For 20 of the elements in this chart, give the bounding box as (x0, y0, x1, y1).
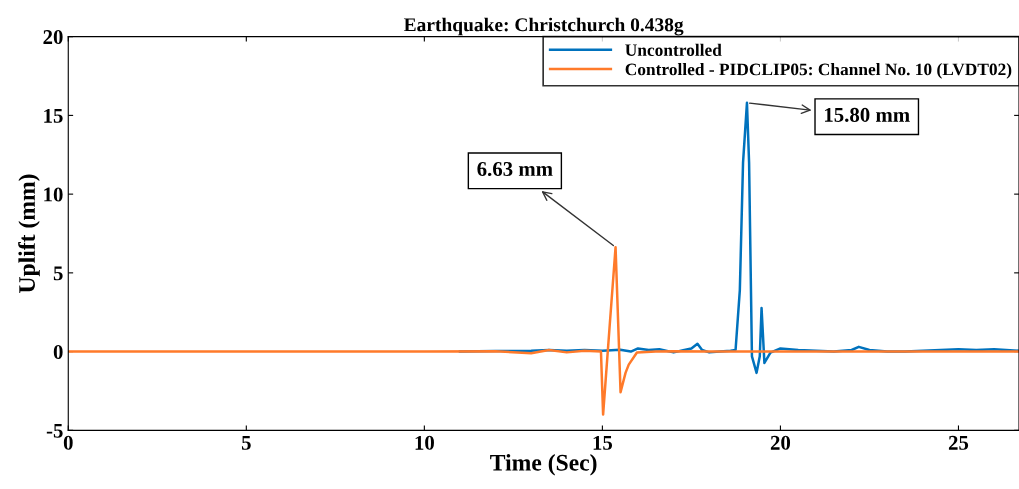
y-tick-label: 15 (44, 108, 63, 123)
x-axis-title: Time (Sec) (490, 454, 597, 476)
x-tick-label: 20 (770, 435, 791, 450)
annotation: 6.63 mm (477, 162, 553, 177)
y-tick-label: -5 (46, 423, 63, 438)
chart-title: Earthquake: Christchurch 0.438g (403, 17, 684, 36)
x-tick-label: 15 (593, 435, 613, 450)
x-tick-label: 25 (948, 435, 969, 450)
x-tick-label: 10 (415, 435, 434, 450)
annotation: 15.80 mm (825, 107, 910, 122)
y-axis-title: Uplift (mm) (18, 174, 40, 293)
legend-label: Controlled - PIDCLIP05: Channel No. 10 (LVDT02) (625, 63, 1012, 79)
y-tick-label: 20 (43, 30, 63, 45)
x-tick-label: 0 (63, 435, 73, 450)
y-tick-label: 10 (44, 187, 63, 202)
y-tick-label: 0 (53, 344, 63, 360)
line-series (68, 245, 1019, 416)
y-tick-label: 5 (53, 266, 63, 281)
x-tick-label: 5 (241, 435, 251, 450)
legend-label: Uncontrolled (625, 43, 722, 56)
